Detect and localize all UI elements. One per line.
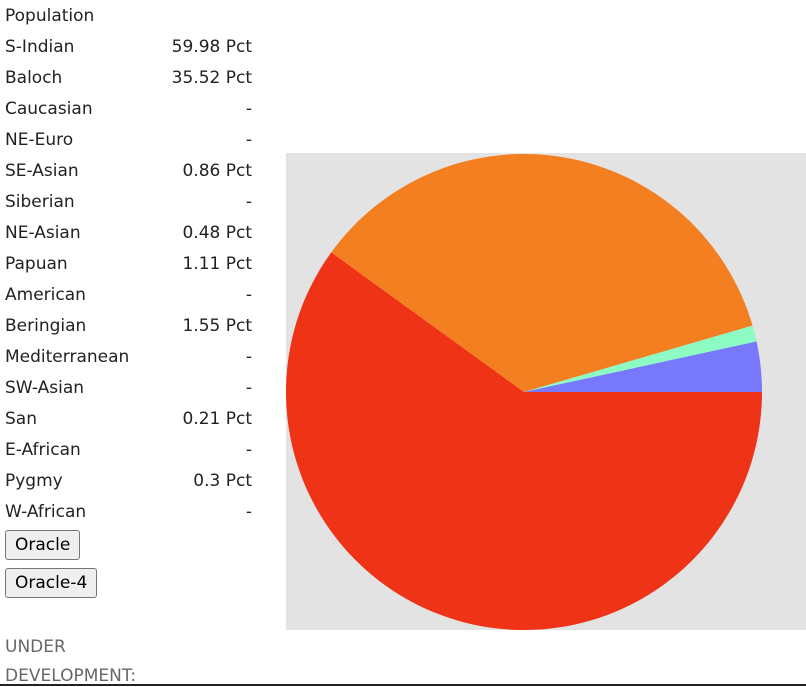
row-label: NE-Asian	[5, 223, 81, 243]
row-label: S-Indian	[5, 37, 75, 57]
button[interactable]: Oracle-4	[5, 568, 98, 598]
row-value: 0.86 Pct	[182, 161, 252, 181]
row-label: SE-Asian	[5, 161, 79, 181]
footer-text: UNDER	[5, 637, 66, 657]
row-label: American	[5, 285, 86, 305]
row-value: -	[245, 99, 252, 119]
row-value: -	[245, 192, 252, 212]
row-label: Papuan	[5, 254, 68, 274]
row-label: Baloch	[5, 68, 63, 88]
row-value: 35.52 Pct	[171, 68, 252, 88]
row-value: 1.55 Pct	[182, 316, 252, 336]
pie-slice	[524, 341, 762, 392]
row-label: W-African	[5, 502, 87, 522]
row-value: 1.11 Pct	[182, 254, 252, 274]
row-label: SW-Asian	[5, 378, 85, 398]
row-label: Beringian	[5, 316, 87, 336]
pie-slice	[524, 325, 757, 392]
row-value: -	[245, 347, 252, 367]
row-label: Siberian	[5, 192, 75, 212]
button[interactable]: Oracle	[5, 530, 81, 560]
row-value: -	[245, 130, 252, 150]
row-value: -	[245, 378, 252, 398]
row-label: Pygmy	[5, 471, 63, 491]
row-value: 0.21 Pct	[182, 409, 252, 429]
row-value: 0.3 Pct	[193, 471, 252, 491]
pie-chart	[286, 153, 806, 630]
pie-slice	[286, 252, 762, 630]
row-value: -	[245, 285, 252, 305]
row-label: Caucasian	[5, 99, 93, 119]
row-value: 59.98 Pct	[171, 37, 252, 57]
row-value: -	[245, 502, 252, 522]
row-label: E-African	[5, 440, 81, 460]
row-label: NE-Euro	[5, 130, 74, 150]
footer-text: DEVELOPMENT:	[5, 666, 137, 686]
table-header: Population	[5, 6, 95, 26]
divider	[0, 684, 806, 686]
pie-slice	[331, 153, 753, 392]
row-label: San	[5, 409, 37, 429]
row-value: -	[245, 440, 252, 460]
row-label: Mediterranean	[5, 347, 130, 367]
row-value: 0.48 Pct	[182, 223, 252, 243]
